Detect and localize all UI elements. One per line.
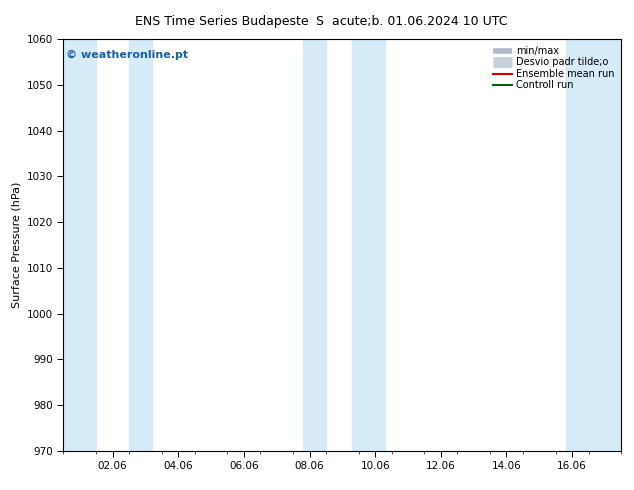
Y-axis label: Surface Pressure (hPa): Surface Pressure (hPa) — [11, 182, 21, 308]
Text: © weatheronline.pt: © weatheronline.pt — [66, 49, 188, 60]
Text: ENS Time Series Budapeste: ENS Time Series Budapeste — [135, 15, 309, 28]
Bar — [303, 39, 326, 451]
Bar — [63, 39, 96, 451]
Text: S  acute;b. 01.06.2024 10 UTC: S acute;b. 01.06.2024 10 UTC — [316, 15, 508, 28]
Bar — [353, 39, 385, 451]
Bar — [566, 39, 621, 451]
Bar — [129, 39, 152, 451]
Legend: min/max, Desvio padr tilde;o, Ensemble mean run, Controll run: min/max, Desvio padr tilde;o, Ensemble m… — [491, 44, 616, 92]
